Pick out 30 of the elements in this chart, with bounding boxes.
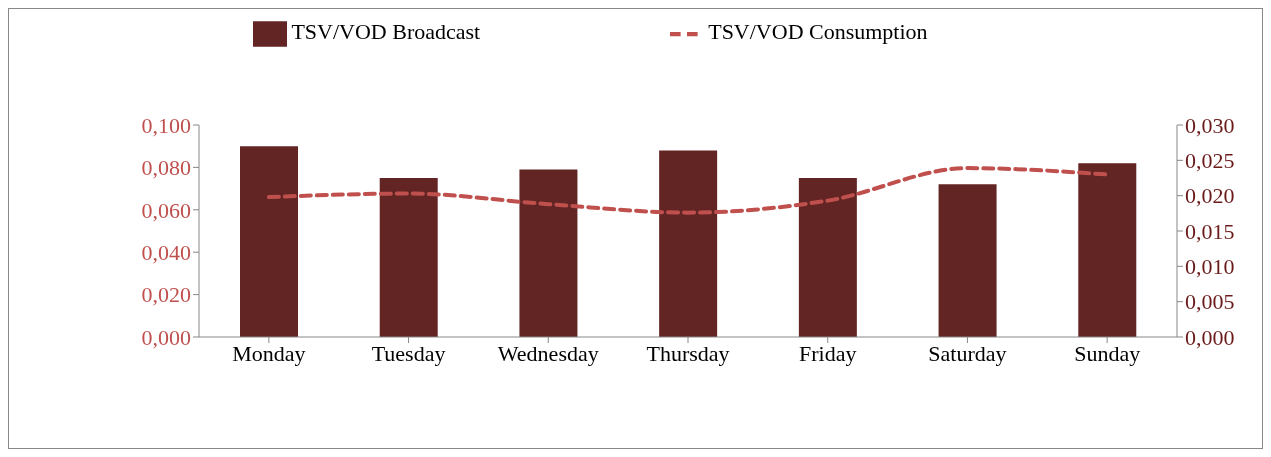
y2-tick-label: 0,010 bbox=[1185, 254, 1235, 280]
y2-tick-label: 0,015 bbox=[1185, 218, 1235, 244]
y2-tick-label: 0,005 bbox=[1185, 289, 1235, 315]
y2-tick-label: 0,000 bbox=[1185, 324, 1235, 350]
y-tick-label: 0,060 bbox=[141, 197, 191, 223]
bar bbox=[379, 178, 438, 337]
x-tick-label: Tuesday bbox=[371, 340, 446, 366]
legend-label: TSV/VOD Consumption bbox=[708, 19, 928, 45]
y2-tick-label: 0,020 bbox=[1185, 183, 1235, 209]
bar bbox=[1078, 163, 1137, 337]
x-tick-label: Sunday bbox=[1074, 340, 1141, 366]
x-tick-label: Wednesday bbox=[497, 340, 599, 366]
y-tick-label: 0,000 bbox=[141, 324, 191, 350]
bar bbox=[659, 150, 718, 337]
line-series bbox=[266, 166, 1110, 215]
x-tick-label: Saturday bbox=[928, 340, 1007, 366]
legend-label: TSV/VOD Broadcast bbox=[291, 19, 481, 45]
x-tick-label: Thursday bbox=[646, 340, 730, 366]
bar bbox=[519, 169, 578, 337]
x-tick-label: Friday bbox=[798, 340, 857, 366]
y2-tick-label: 0,025 bbox=[1185, 148, 1235, 174]
bar bbox=[240, 146, 298, 337]
y2-tick-label: 0,030 bbox=[1185, 112, 1235, 138]
x-tick-label: Monday bbox=[232, 340, 306, 366]
bar bbox=[938, 184, 997, 337]
y-tick-label: 0,100 bbox=[141, 112, 191, 138]
y-tick-label: 0,040 bbox=[141, 240, 191, 266]
y-tick-label: 0,020 bbox=[141, 282, 191, 308]
bar bbox=[798, 178, 857, 337]
y-tick-label: 0,080 bbox=[141, 155, 191, 181]
